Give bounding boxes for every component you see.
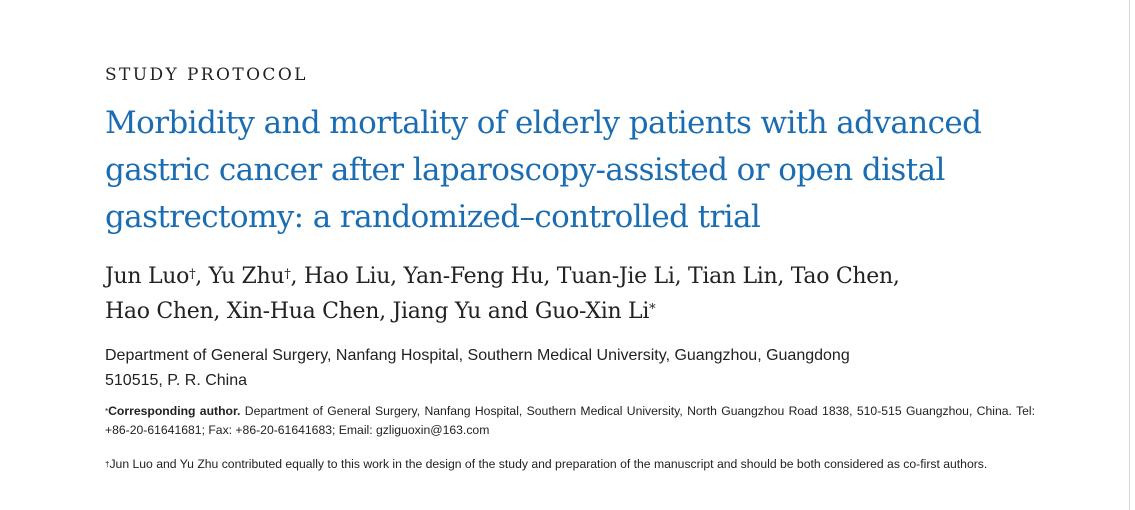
affiliation-line-2: 510515, P. R. China	[105, 372, 248, 389]
author-text: , Hao Liu, Yan-Feng Hu, Tuan-Jie Li, Tia…	[290, 264, 900, 289]
page-edge-divider	[1129, 0, 1130, 510]
author-line-2: Hao Chen, Xin-Hua Chen, Jiang Yu and Guo…	[105, 294, 1045, 329]
author-text: Hao Chen, Xin-Hua Chen, Jiang Yu and Guo…	[105, 299, 650, 324]
footnote-text: Jun Luo and Yu Zhu contributed equally t…	[109, 457, 988, 471]
asterisk-marker: *	[105, 407, 109, 416]
corresponding-author-details: Department of General Surgery, Nanfang H…	[105, 404, 1035, 437]
author-text: , Yu Zhu	[195, 264, 285, 289]
dagger-marker: †	[105, 460, 110, 469]
author-list: Jun Luo†, Yu Zhu†, Hao Liu, Yan-Feng Hu,…	[105, 259, 1045, 329]
dagger-marker: †	[189, 267, 196, 282]
corresponding-author-label: Corresponding author.	[108, 404, 241, 418]
section-label: STUDY PROTOCOL	[105, 65, 308, 85]
author-text: Jun Luo	[105, 264, 190, 289]
asterisk-marker: *	[649, 302, 656, 317]
author-line-1: Jun Luo†, Yu Zhu†, Hao Liu, Yan-Feng Hu,…	[105, 259, 1045, 294]
dagger-marker: †	[284, 267, 291, 282]
affiliation: Department of General Surgery, Nanfang H…	[105, 343, 1005, 393]
co-first-author-footnote: †Jun Luo and Yu Zhu contributed equally …	[105, 455, 1035, 474]
article-title: Morbidity and mortality of elderly patie…	[105, 105, 982, 235]
affiliation-line-1: Department of General Surgery, Nanfang H…	[105, 347, 850, 364]
corresponding-author-note: *Corresponding author. Department of Gen…	[105, 402, 1035, 440]
